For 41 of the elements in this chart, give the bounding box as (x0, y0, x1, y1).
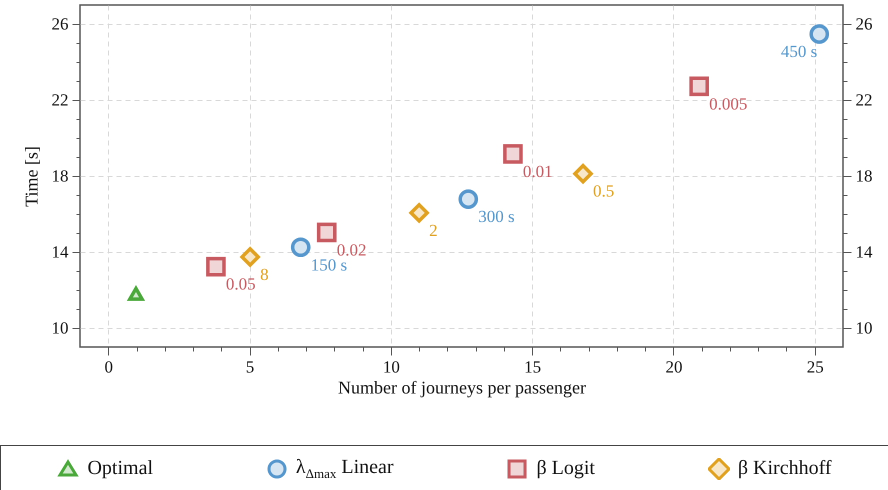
y2-tick-label: 14 (856, 242, 873, 262)
y-tick-label: 18 (52, 166, 68, 186)
annotation: 0.01 (522, 162, 553, 181)
point (206, 256, 226, 276)
point (503, 144, 523, 164)
annotation: 300 s (478, 207, 515, 226)
annotation: 8 (260, 264, 269, 284)
legend-label: Optimal (87, 457, 153, 480)
y-tick-label: 22 (52, 90, 68, 110)
x-tick-label: 25 (806, 358, 824, 376)
annotation: 2 (429, 220, 438, 240)
annotation: 0.005 (709, 94, 748, 114)
x-tick-label: 15 (524, 358, 542, 376)
x-tick-label: 5 (246, 358, 254, 376)
point (809, 24, 830, 44)
y-tick-label: 10 (52, 318, 68, 338)
legend-label: λ$_{Δmax}$ Linear (296, 456, 394, 482)
y2-tick-label: 10 (856, 318, 872, 338)
y2-tick-label: 18 (856, 166, 872, 186)
x-tick-label: 10 (382, 358, 400, 376)
point (409, 203, 429, 223)
annotation: 0.05 (226, 274, 256, 294)
x-axis-title: Number of journeys per passenger (338, 378, 586, 398)
annotation: 450 s (780, 42, 818, 62)
point (573, 164, 593, 184)
point (458, 189, 478, 209)
y-axis-title: Time [s] (22, 146, 42, 207)
point (316, 222, 337, 242)
point (128, 286, 144, 301)
point (240, 247, 260, 267)
point (689, 76, 709, 96)
point (290, 237, 311, 258)
x-tick-label: 20 (665, 358, 682, 376)
x-tick-label: 0 (104, 358, 114, 376)
annotation: 0.5 (593, 182, 614, 201)
y-tick-label: 14 (52, 242, 69, 262)
y2-tick-label: 22 (856, 90, 872, 110)
legend-label: β Logit (536, 457, 595, 480)
y-tick-label: 26 (52, 14, 68, 34)
legend-label: β Kirchhoff (738, 457, 832, 480)
y2-tick-label: 26 (856, 14, 872, 34)
